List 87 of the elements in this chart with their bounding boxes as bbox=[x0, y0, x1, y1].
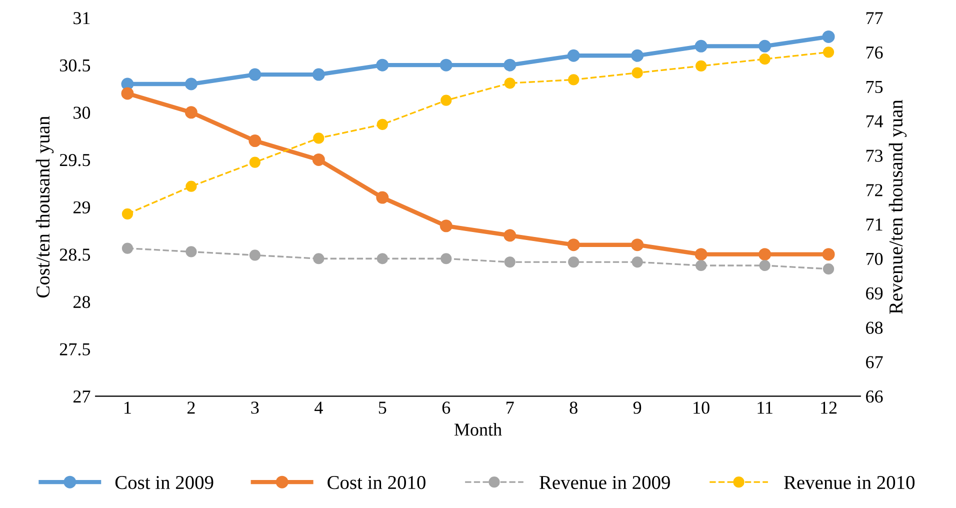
point bbox=[249, 250, 260, 261]
y2-tick-label: 73 bbox=[866, 150, 883, 162]
point bbox=[440, 94, 452, 106]
point bbox=[632, 67, 643, 78]
point bbox=[440, 220, 452, 232]
y-tick-label: 28.5 bbox=[60, 248, 90, 261]
x-tick-label: 11 bbox=[758, 402, 772, 414]
y2-tick-label: 67 bbox=[866, 356, 883, 368]
y-tick-label: 30 bbox=[74, 106, 90, 119]
y2-tick-label: 76 bbox=[866, 46, 883, 59]
x-tick-label: 4 bbox=[314, 402, 323, 414]
y-tick-label: 27 bbox=[73, 390, 90, 403]
point bbox=[504, 58, 516, 72]
point bbox=[184, 78, 198, 90]
point bbox=[568, 74, 580, 86]
y2-tick-label: 72 bbox=[866, 184, 882, 196]
point bbox=[121, 87, 134, 100]
x-tick-label: 2 bbox=[187, 402, 195, 414]
x-tick-label: 7 bbox=[506, 402, 514, 414]
point bbox=[249, 156, 260, 168]
y-tick-label: 29 bbox=[73, 201, 90, 214]
y2-tick-label: 69 bbox=[866, 287, 883, 300]
x-tick-label: 6 bbox=[442, 402, 450, 414]
point bbox=[313, 132, 324, 144]
point bbox=[822, 30, 835, 43]
point bbox=[822, 46, 834, 58]
point bbox=[631, 238, 644, 252]
point bbox=[631, 49, 644, 62]
point bbox=[312, 68, 325, 81]
point bbox=[567, 49, 580, 62]
point bbox=[758, 248, 772, 261]
point bbox=[504, 256, 516, 268]
x-tick-label: 5 bbox=[378, 402, 386, 414]
x-tick-label: 1 bbox=[124, 402, 131, 414]
y2-tick-label: 66 bbox=[866, 390, 883, 403]
x-tick-label: 8 bbox=[570, 402, 578, 414]
x-tick-label: 3 bbox=[251, 402, 259, 414]
point bbox=[822, 263, 834, 274]
y2-tick-label: 75 bbox=[866, 81, 883, 94]
point bbox=[694, 248, 708, 261]
y-tick-label: 27.5 bbox=[60, 343, 90, 356]
y2-tick-label: 71 bbox=[866, 218, 882, 230]
point bbox=[440, 58, 452, 72]
legend-label: Cost in 2009 bbox=[115, 476, 214, 490]
legend-label: Revenue in 2010 bbox=[784, 476, 915, 490]
point bbox=[376, 58, 389, 72]
y-tick-label: 30.5 bbox=[60, 59, 90, 72]
point bbox=[313, 253, 324, 264]
point bbox=[504, 78, 516, 89]
y-tick-label: 29.5 bbox=[60, 154, 90, 166]
x-axis-title: Month bbox=[454, 423, 502, 436]
x-tick-label: 12 bbox=[821, 402, 837, 414]
y2-tick-label: 70 bbox=[866, 252, 883, 266]
point bbox=[696, 260, 707, 272]
point bbox=[568, 256, 580, 268]
point bbox=[122, 208, 134, 220]
point bbox=[759, 260, 770, 272]
y2-tick-label: 68 bbox=[866, 322, 883, 334]
point bbox=[312, 153, 325, 166]
y2-tick-label: 77 bbox=[866, 12, 883, 24]
point bbox=[696, 60, 707, 72]
point bbox=[822, 248, 835, 261]
y2-tick-label: 74 bbox=[866, 115, 884, 128]
point bbox=[248, 68, 262, 81]
point bbox=[632, 256, 643, 268]
point bbox=[376, 191, 389, 204]
legend-label: Cost in 2010 bbox=[328, 476, 426, 490]
point bbox=[759, 54, 770, 65]
point bbox=[440, 253, 452, 264]
point bbox=[694, 40, 708, 52]
point bbox=[248, 134, 262, 148]
point bbox=[122, 242, 134, 254]
y-tick-label: 31 bbox=[74, 12, 90, 24]
point bbox=[184, 106, 198, 119]
point bbox=[186, 246, 197, 258]
legend-label: Revenue in 2009 bbox=[540, 476, 670, 490]
point bbox=[186, 180, 197, 192]
point bbox=[758, 40, 772, 52]
x-tick-label: 10 bbox=[694, 402, 710, 414]
point bbox=[376, 253, 388, 264]
point bbox=[504, 229, 516, 242]
point bbox=[567, 238, 580, 252]
y-axis-title: Cost/ten thousand yuan bbox=[36, 116, 54, 298]
y2-axis-title: Revenue/ten thousand yuan bbox=[888, 100, 907, 314]
x-tick-label: 9 bbox=[633, 402, 642, 414]
y-tick-label: 28 bbox=[73, 296, 90, 308]
point bbox=[376, 118, 388, 130]
